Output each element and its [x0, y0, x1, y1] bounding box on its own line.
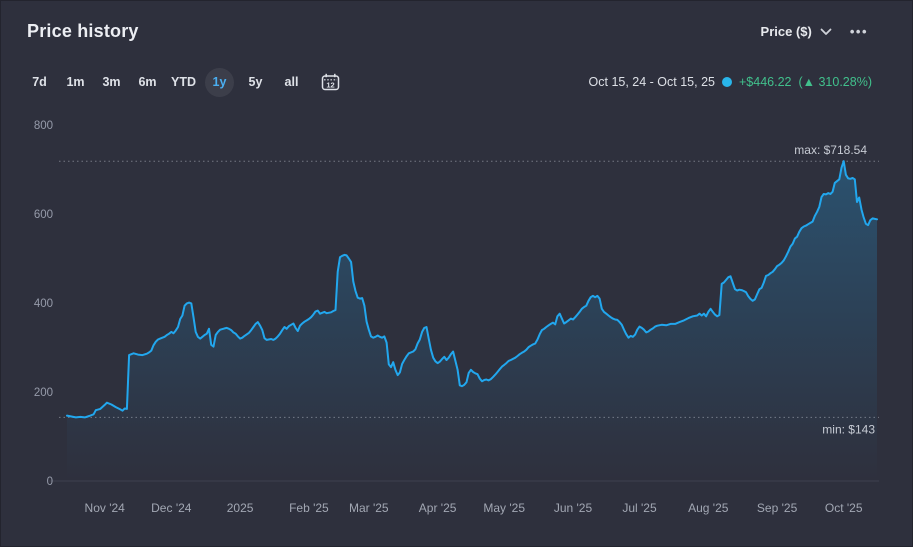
series-dot-icon	[722, 77, 732, 87]
range-selector: 7d 1m 3m 6m YTD 1y 5y all 12	[25, 68, 342, 97]
x-axis-tick: May '25	[483, 501, 525, 515]
toolbar: 7d 1m 3m 6m YTD 1y 5y all 12 Oct 15, 24 …	[25, 67, 872, 97]
price-chart[interactable]: max: $718.54 min: $143 0 200 400 600 800 Nov '2…	[1, 101, 913, 547]
x-axis-tick: Jun '25	[554, 501, 593, 515]
range-button-ytd[interactable]: YTD	[169, 68, 198, 97]
range-button-7d[interactable]: 7d	[25, 68, 54, 97]
x-axis-tick: Aug '25	[688, 501, 729, 515]
range-button-1m[interactable]: 1m	[61, 68, 90, 97]
price-unit-dropdown[interactable]: Price ($)	[761, 24, 832, 39]
y-axis-tick-400: 400	[34, 298, 53, 310]
page-title: Price history	[27, 21, 139, 42]
svg-text:12: 12	[326, 81, 334, 90]
max-annotation-label: max: $718.54	[794, 143, 867, 157]
x-axis-tick: Dec '24	[151, 501, 192, 515]
x-axis-tick: Feb '25	[289, 501, 329, 515]
y-axis-tick-800: 800	[34, 120, 53, 132]
chevron-down-icon	[820, 28, 832, 36]
range-button-all[interactable]: all	[277, 68, 306, 97]
date-range-label: Oct 15, 24 - Oct 15, 25	[589, 75, 715, 89]
x-axis-tick: Apr '25	[419, 501, 457, 515]
price-unit-label: Price ($)	[761, 24, 812, 39]
x-axis-tick: Mar '25	[349, 501, 389, 515]
change-amount: +$446.22	[739, 75, 791, 89]
ellipsis-icon: •••	[850, 24, 868, 39]
x-axis-tick: 2025	[227, 501, 254, 515]
x-axis-tick: Sep '25	[757, 501, 798, 515]
calendar-button[interactable]: 12	[319, 71, 342, 93]
x-axis-tick: Nov '24	[85, 501, 126, 515]
range-button-1y[interactable]: 1y	[205, 68, 234, 97]
price-area-fill	[67, 161, 877, 481]
x-axis-tick: Oct '25	[825, 501, 863, 515]
calendar-12-icon: 12	[321, 73, 340, 91]
min-annotation-label: min: $143	[822, 422, 875, 436]
range-button-6m[interactable]: 6m	[133, 68, 162, 97]
header: Price history Price ($) •••	[27, 21, 868, 42]
performance-summary: Oct 15, 24 - Oct 15, 25 +$446.22 (▲ 310.…	[589, 75, 872, 89]
x-axis-tick: Jul '25	[622, 501, 657, 515]
y-axis-tick-0: 0	[47, 476, 53, 488]
change-percent-with-up-arrow: (▲ 310.28%)	[798, 75, 872, 89]
range-button-3m[interactable]: 3m	[97, 68, 126, 97]
y-axis-tick-200: 200	[34, 387, 53, 399]
y-axis-tick-600: 600	[34, 209, 53, 221]
range-button-5y[interactable]: 5y	[241, 68, 270, 97]
price-history-card: Price history Price ($) ••• 7d 1m 3m 6m …	[0, 0, 913, 547]
overflow-menu-button[interactable]: •••	[850, 21, 868, 42]
